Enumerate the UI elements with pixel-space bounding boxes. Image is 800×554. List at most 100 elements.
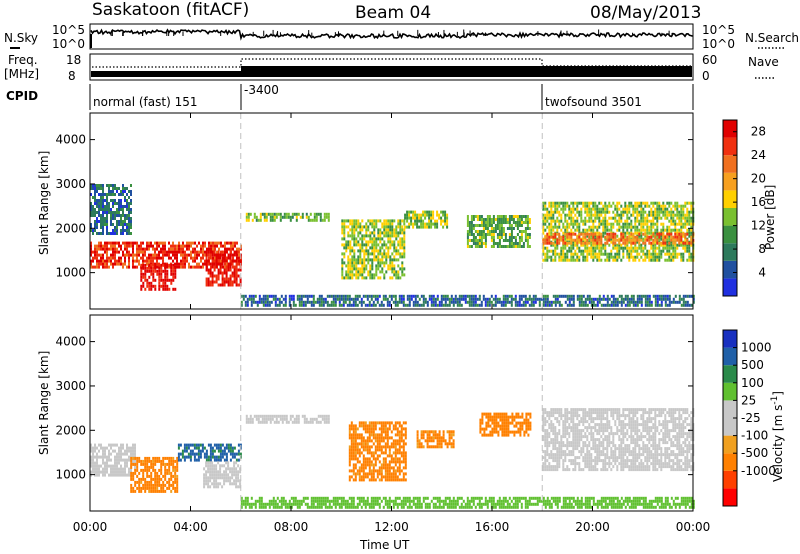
power-cell <box>288 300 291 304</box>
vel-cell <box>372 466 375 470</box>
power-cell <box>586 303 589 307</box>
power-cell <box>600 241 603 245</box>
vel-cell <box>323 414 326 418</box>
power-cell <box>478 236 481 239</box>
vel-cell <box>229 479 232 483</box>
power-cell <box>622 249 625 253</box>
power-cell <box>674 213 677 217</box>
vel-cell <box>126 443 128 447</box>
power-cell <box>662 238 665 242</box>
power-cell <box>355 228 358 232</box>
power-cell <box>568 222 571 226</box>
power-cell <box>112 217 114 220</box>
power-cell <box>514 239 517 242</box>
power-cell <box>134 265 136 269</box>
power-cell <box>114 256 116 260</box>
power-cell <box>656 207 659 211</box>
power-cell <box>232 247 234 251</box>
power-cell <box>688 219 691 223</box>
power-cell <box>554 243 557 247</box>
power-cell <box>412 222 415 226</box>
power-cell <box>524 239 527 242</box>
power-cell <box>642 201 645 205</box>
power-cell <box>114 259 116 263</box>
power-cell <box>279 215 282 219</box>
power-cell <box>100 262 102 266</box>
vel-cell <box>251 420 254 424</box>
nsky-tick-low: 10^0 <box>52 37 85 51</box>
power-cell <box>600 238 603 242</box>
power-cell <box>640 213 643 217</box>
vel-cell <box>181 455 184 459</box>
power-cell <box>496 224 499 227</box>
power-cell <box>162 247 164 251</box>
power-cell <box>209 283 212 287</box>
power-cell <box>648 303 651 307</box>
power-cell <box>668 219 671 223</box>
power-cell <box>128 244 130 248</box>
power-cell <box>558 258 561 262</box>
power-cell <box>622 246 625 250</box>
power-cell <box>130 184 132 187</box>
power-cell <box>492 215 495 218</box>
power-cell <box>108 208 110 211</box>
power-cell <box>592 235 595 239</box>
power-cell <box>223 283 226 287</box>
power-cell <box>634 225 637 229</box>
power-cell <box>596 258 599 262</box>
power-cell <box>102 205 104 208</box>
vel-cell <box>183 458 186 462</box>
power-cell <box>292 300 295 304</box>
vel-cell <box>150 480 153 484</box>
power-cell <box>660 241 663 245</box>
power-cell <box>542 228 545 232</box>
power-cell <box>120 229 122 232</box>
power-cell <box>345 246 348 250</box>
power-cell <box>460 297 463 301</box>
power-cell <box>578 297 581 301</box>
power-cell <box>205 259 208 263</box>
vel-cell <box>229 452 232 456</box>
power-cell <box>106 247 108 251</box>
vel-cell <box>356 460 359 464</box>
power-cell <box>612 201 615 205</box>
vel-cell <box>354 457 357 461</box>
power-cell <box>664 258 667 262</box>
power-cell <box>578 294 581 298</box>
power-cell <box>387 234 390 238</box>
power-cell <box>341 237 344 241</box>
power-cell <box>494 218 497 221</box>
power-cell <box>686 243 689 247</box>
vel-cell <box>348 436 351 440</box>
power-cell <box>564 258 567 262</box>
power-cell <box>544 213 547 217</box>
power-cell <box>624 207 627 211</box>
power-cell <box>156 265 158 269</box>
power-cell <box>664 303 667 307</box>
power-cell <box>273 212 276 216</box>
power-cell <box>346 303 349 307</box>
power-cell <box>478 218 481 221</box>
power-cell <box>116 202 118 205</box>
power-colorbar-frame <box>722 119 738 297</box>
vel-cell <box>152 465 155 469</box>
vel-cell <box>354 463 357 467</box>
power-cell <box>313 215 316 219</box>
power-cell <box>178 262 180 266</box>
power-cell <box>387 240 390 244</box>
power-cell <box>341 219 344 223</box>
power-cell <box>550 216 553 220</box>
power-cell <box>353 228 356 232</box>
power-cell <box>361 261 364 265</box>
power-cell <box>642 232 645 236</box>
vel-cell <box>372 424 375 428</box>
vel-cell <box>358 472 361 476</box>
power-cell <box>385 261 388 265</box>
power-cell <box>644 258 647 262</box>
power-cell <box>650 201 653 205</box>
power-cell <box>558 294 561 298</box>
power-cell <box>116 241 118 245</box>
power-cell <box>100 220 102 223</box>
vel-cell <box>255 417 258 421</box>
power-cell <box>332 297 335 301</box>
